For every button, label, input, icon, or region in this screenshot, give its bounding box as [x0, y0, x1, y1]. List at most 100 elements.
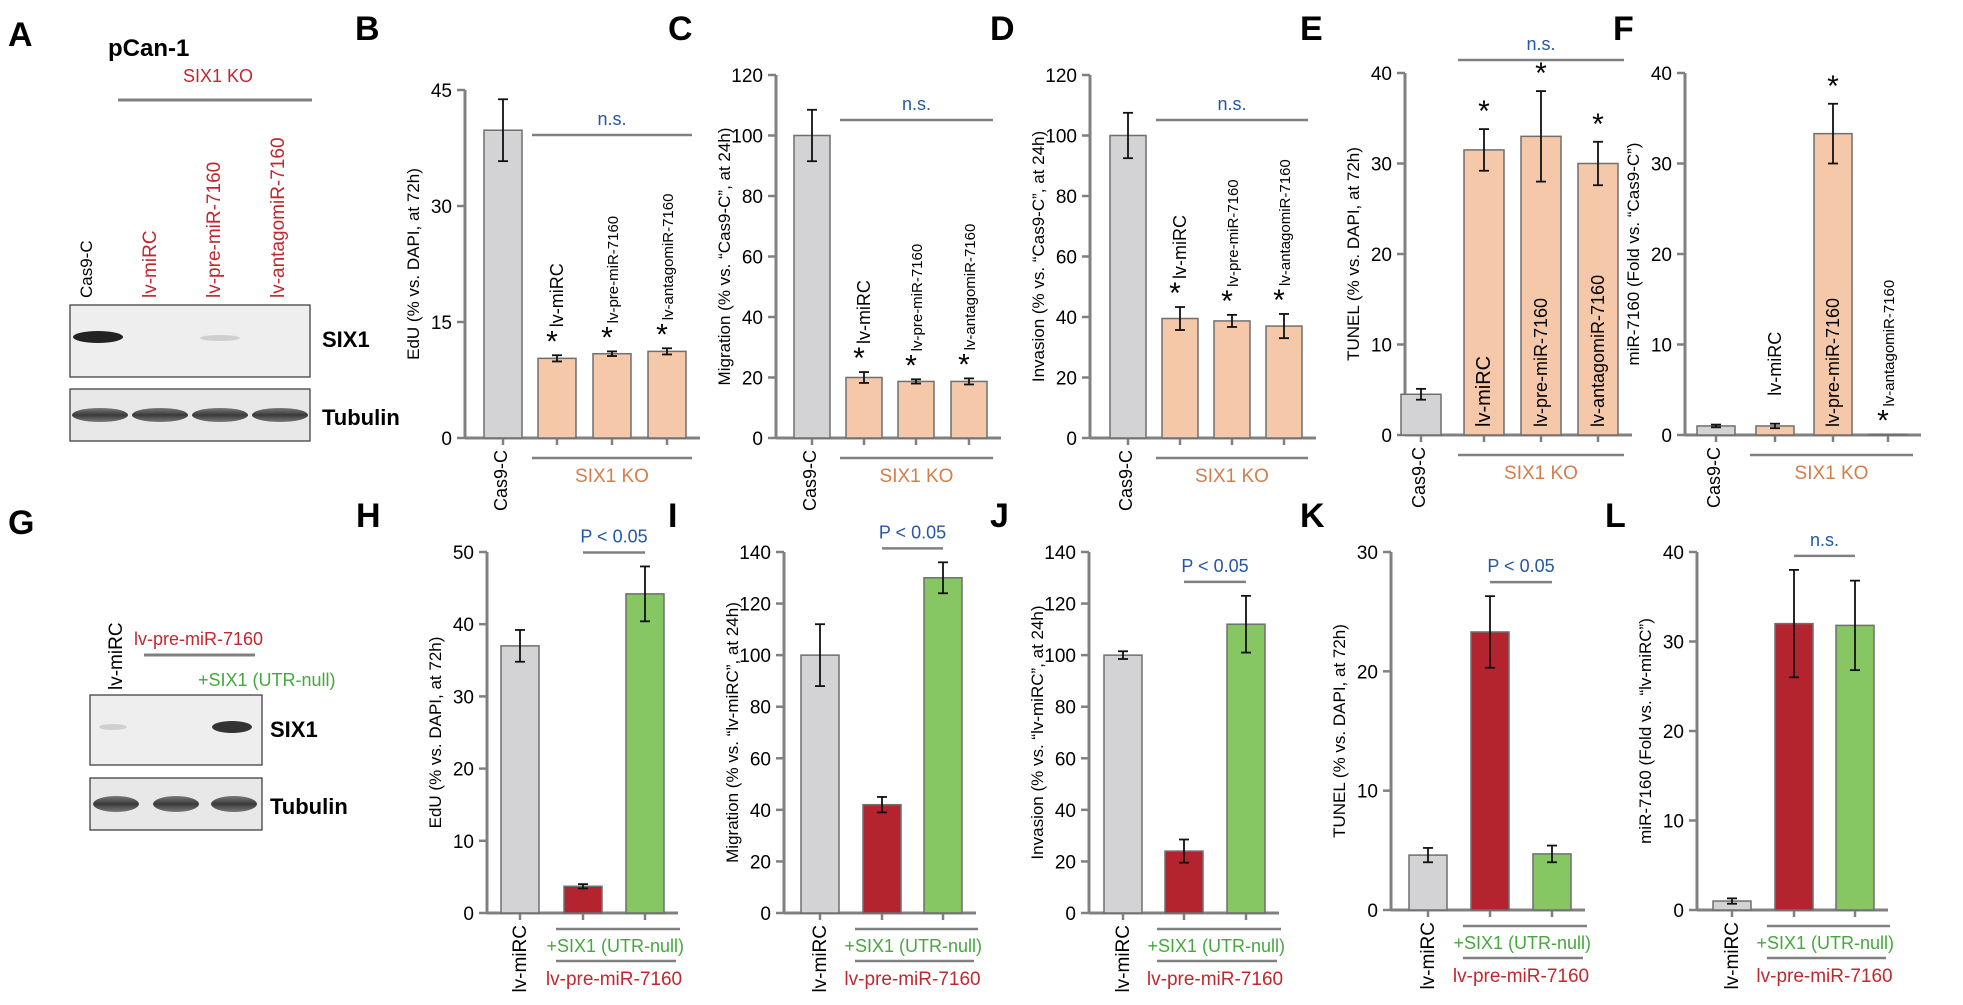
panel-d-ytick-label-2: 40: [1056, 308, 1077, 329]
panel-k-letter: K: [1300, 497, 1325, 535]
panel-c-sig-label: n.s.: [902, 94, 931, 114]
panel-h-bar-0: [500, 645, 540, 914]
panel-k-chart: K TUNEL (% vs. DAPI, at 72h) 0 10 20 30 lv-miR…: [1300, 497, 1591, 990]
panel-h-bar-1: [563, 885, 603, 914]
panel-j-category-2: +SIX1 (UTR-null): [1147, 936, 1285, 956]
panel-j-letter: J: [990, 497, 1009, 535]
panel-c-bar-0: [793, 134, 831, 439]
panel-i-ytick-label-0: 0: [760, 904, 771, 925]
panel-i-letter: I: [668, 497, 677, 535]
panel-c-group-label: SIX1 KO: [880, 466, 954, 487]
panel-k-category-0: lv-miRC: [1418, 922, 1439, 990]
panel-g-tubulin-band-3: [211, 796, 257, 812]
panel-h-ylabel: EdU (% vs. DAPI, at 72h): [426, 637, 445, 829]
panel-f-group-label: SIX1 KO: [1795, 463, 1869, 484]
panel-g-six1-faint-band: [99, 724, 127, 730]
panel-l-ylabel: miR-7160 (Fold vs. “lv-miRC”): [1636, 618, 1655, 844]
panel-j-ylabel: Invasion (% vs. “lv-miRC”, at 24h): [1028, 605, 1047, 859]
panel-e-ytick-label-3: 30: [1371, 155, 1392, 176]
panel-e-ytick-label-4: 40: [1371, 64, 1392, 85]
panel-e-chart: E TUNEL (% vs. DAPI, at 72h) 0 10 20 30 40 Cas9…: [1300, 10, 1632, 508]
panel-i-ytick-label-2: 40: [750, 801, 771, 822]
panel-d-star-3: *: [1273, 284, 1285, 317]
panel-b-bar-label-3: lv-antagomiR-7160: [660, 194, 677, 321]
panel-g-lane-1: lv-miRC: [106, 622, 127, 690]
panel-d-bar-label-2: lv-pre-miR-7160: [1225, 179, 1242, 287]
panel-a-tubulin-band-2: [132, 408, 188, 422]
panel-e-sig-label: n.s.: [1526, 34, 1555, 54]
panel-i-ytick-label-7: 140: [739, 543, 771, 564]
panel-c-ytick-label-0: 0: [752, 429, 763, 450]
panel-l-ytick-label-4: 40: [1663, 543, 1684, 564]
panel-c-ytick-label-5: 100: [731, 127, 763, 148]
panel-i-group-label: lv-pre-miR-7160: [844, 969, 980, 990]
panel-i-category-2: +SIX1 (UTR-null): [844, 936, 982, 956]
panel-j-ytick-label-6: 120: [1044, 595, 1076, 616]
panel-j-ytick-label-4: 80: [1055, 698, 1076, 719]
panel-c-star-3: *: [958, 348, 970, 381]
panel-e-letter: E: [1300, 10, 1323, 48]
panel-d-star-1: *: [1169, 277, 1181, 310]
panel-e-ytick-label-2: 20: [1371, 245, 1392, 266]
panel-l-ytick-label-0: 0: [1673, 901, 1684, 922]
panel-d-ylabel: Invasion (% vs. “Cas9-C”, at 24h): [1029, 131, 1048, 382]
panel-e-ytick-label-0: 0: [1381, 426, 1392, 447]
panel-l-bar-2: [1835, 624, 1875, 911]
panel-a-six1-faint-band: [200, 335, 240, 341]
chart-panels: B EdU (% vs. DAPI, at 72h) 0 15 30 45 Cas9-C lv…: [355, 10, 1921, 993]
panel-c-ytick-label-1: 20: [742, 369, 763, 390]
panel-c-category-0: Cas9-C: [800, 450, 820, 511]
panel-i-bar-2: [923, 577, 963, 914]
panel-k-sig-label: P < 0.05: [1487, 556, 1554, 576]
panel-h-ytick-label-5: 50: [453, 543, 474, 564]
panel-j-chart: J Invasion (% vs. “lv-miRC”, at 24h) 0 20 40…: [990, 497, 1285, 993]
panel-a-blot: A pCan-1 SIX1 KO Cas9-C lv-miRC lv-pre-m…: [8, 16, 400, 442]
panel-a-tubulin-label: Tubulin: [322, 405, 400, 430]
panel-i-ylabel: Migration (% vs. “lv-miRC”, at 24h): [723, 602, 742, 863]
panel-a-six1-band: [73, 331, 123, 343]
panel-f-letter: F: [1613, 10, 1634, 48]
panel-c-letter: C: [668, 10, 693, 48]
panel-a-tubulin-band-3: [192, 408, 248, 422]
panel-c-bar-1: [845, 376, 883, 439]
panel-g-letter: G: [8, 504, 34, 542]
panel-c-ytick-label-3: 60: [742, 248, 763, 269]
panel-e-star-1: *: [1478, 95, 1490, 128]
panel-e-ylabel: TUNEL (% vs. DAPI, at 72h): [1344, 147, 1363, 361]
panel-b-ytick-label-3: 45: [431, 81, 452, 102]
panel-g-lane-2: lv-pre-miR-7160: [134, 629, 263, 649]
panel-e-star-2: *: [1535, 57, 1547, 90]
panel-d-ytick-label-3: 60: [1056, 248, 1077, 269]
panel-c-star-1: *: [853, 342, 865, 375]
panel-f-ylabel: miR-7160 (Fold vs. “Cas9-C”): [1624, 143, 1643, 366]
panel-j-sig-label: P < 0.05: [1181, 556, 1248, 576]
panel-f-ytick-label-0: 0: [1661, 426, 1672, 447]
panel-h-ytick-label-0: 0: [463, 904, 474, 925]
panel-f-ytick-label-2: 20: [1651, 245, 1672, 266]
panel-d-ytick-label-6: 120: [1045, 66, 1077, 87]
panel-d-bar-3: [1265, 325, 1303, 439]
panel-h-category-2: +SIX1 (UTR-null): [546, 936, 684, 956]
panel-e-bar-label-2: lv-pre-miR-7160: [1531, 298, 1551, 427]
panel-f-category-0: Cas9-C: [1704, 447, 1724, 508]
panel-d-category-0: Cas9-C: [1116, 450, 1136, 511]
panel-j-ytick-label-7: 140: [1044, 543, 1076, 564]
panel-e-group-label: SIX1 KO: [1504, 463, 1578, 484]
panel-f-star-2: *: [1827, 70, 1839, 103]
panel-b-ytick-label-0: 0: [441, 429, 452, 450]
panel-i-ytick-label-1: 20: [750, 852, 771, 873]
panel-d-bar-label-1: lv-miRC: [1170, 215, 1190, 279]
panel-g-blot: G lv-miRC lv-pre-miR-7160 +SIX1 (UTR-nul…: [8, 504, 348, 831]
panel-l-ytick-label-1: 10: [1663, 812, 1684, 833]
panel-h-category-0: lv-miRC: [510, 925, 531, 993]
panel-b-group-label: SIX1 KO: [575, 466, 649, 487]
panel-k-category-2: +SIX1 (UTR-null): [1453, 933, 1591, 953]
panel-f-ytick-label-4: 40: [1651, 64, 1672, 85]
panel-a-six1-label: SIX1: [322, 327, 370, 352]
panel-l-group-label: lv-pre-miR-7160: [1756, 966, 1892, 987]
panel-j-ytick-label-1: 20: [1055, 852, 1076, 873]
panel-a-tubulin-band-4: [252, 408, 308, 422]
panel-d-bar-2: [1213, 320, 1251, 439]
